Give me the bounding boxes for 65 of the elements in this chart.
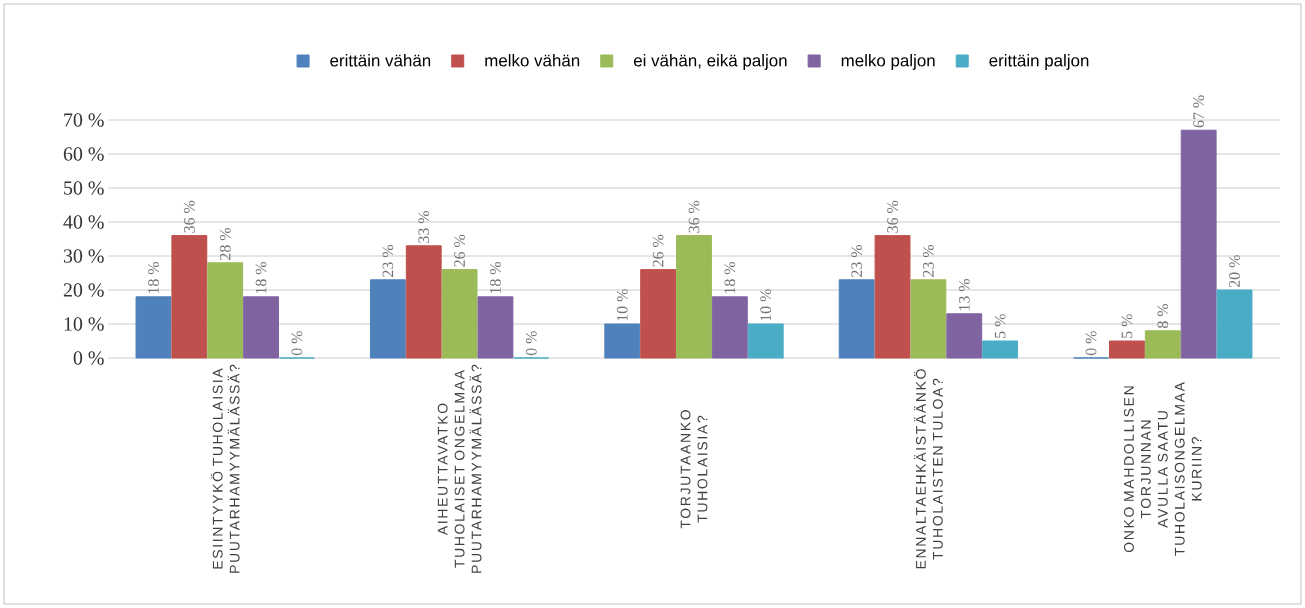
data-label: 23 %	[923, 244, 934, 277]
x-tick-label: ONKO MAHDOLLISEN TORJUNNAN AVULLA SAATU TUHOLAISONGELMAA KURIIN?	[1123, 382, 1202, 556]
data-label: 18 %	[724, 261, 736, 294]
y-tick-label: 0 %	[73, 351, 104, 365]
data-label: 0 %	[1085, 331, 1097, 356]
bar	[369, 279, 406, 359]
y-tick-label: 40 %	[63, 215, 104, 229]
bar	[135, 296, 172, 359]
legend-label: melko vähän	[485, 54, 580, 67]
bar	[207, 262, 244, 359]
bar	[838, 279, 875, 359]
data-label: 18 %	[148, 261, 159, 294]
x-tick-label: AIHEUTTAVATKO TUHOLAISET ONGELMAA PUUTARHAMYYMÄLÄSSÄ?	[437, 364, 482, 573]
bar	[711, 296, 748, 359]
bar	[946, 313, 983, 359]
bar	[910, 279, 947, 359]
data-label: 26 %	[454, 234, 465, 267]
data-label: 0 %	[525, 331, 537, 356]
bar	[1180, 129, 1217, 359]
x-tick-label: ENNALTAEHKÄISTÄÄNKÖ TUHOLAISTEN TULOA?	[914, 369, 943, 569]
x-tick-label: TORJUTAANKO TUHOLAISIA?	[680, 410, 708, 529]
bar	[477, 296, 514, 359]
data-label: 33 %	[418, 210, 430, 243]
data-label: 36 %	[688, 200, 700, 233]
bar	[171, 235, 208, 359]
data-label: 10 %	[760, 289, 772, 321]
bar	[676, 235, 712, 359]
y-tick-label: 50 %	[64, 181, 104, 195]
legend-label: ei vähän, eikä paljon	[633, 54, 787, 70]
legend-label: erittäin vähän	[330, 54, 431, 67]
data-label: 10 %	[616, 289, 628, 321]
data-label: 5 %	[1121, 314, 1133, 338]
data-label: 18 %	[255, 261, 267, 294]
bar	[874, 235, 911, 359]
data-label: 5 %	[994, 314, 1006, 338]
data-label: 23 %	[382, 244, 394, 277]
data-label: 67 %	[1193, 95, 1205, 128]
bar	[1109, 340, 1145, 359]
data-label: 0 %	[291, 331, 303, 356]
bar	[441, 269, 478, 359]
bar	[982, 340, 1019, 359]
y-tick-label: 10 %	[64, 317, 104, 331]
data-label: 18 %	[490, 261, 501, 294]
bar	[604, 323, 641, 359]
data-label: 8 %	[1157, 303, 1169, 328]
y-tick-label: 30 %	[63, 249, 104, 263]
data-label: 26 %	[652, 234, 664, 267]
bar	[747, 323, 784, 359]
y-tick-label: 20 %	[63, 283, 104, 297]
bar	[1144, 330, 1181, 359]
legend-label: erittäin paljon	[989, 54, 1089, 70]
bar	[1216, 289, 1253, 359]
data-label: 36 %	[887, 200, 898, 233]
legend-label: melko paljon	[841, 54, 935, 70]
data-label: 13 %	[958, 278, 970, 311]
data-label: 36 %	[183, 200, 195, 233]
bar	[243, 296, 279, 359]
data-label: 23 %	[851, 244, 863, 277]
x-tick-label: ESIINTYYKÖ TUHOLAISIA PUUTARHAMYYMÄLÄSSÄ?	[210, 364, 240, 573]
y-tick-label: 60 %	[63, 147, 104, 161]
data-label: 28 %	[219, 227, 231, 260]
bar	[405, 245, 442, 359]
y-tick-label: 70 %	[64, 113, 104, 127]
data-label: 20 %	[1229, 255, 1240, 288]
bar	[640, 269, 677, 359]
